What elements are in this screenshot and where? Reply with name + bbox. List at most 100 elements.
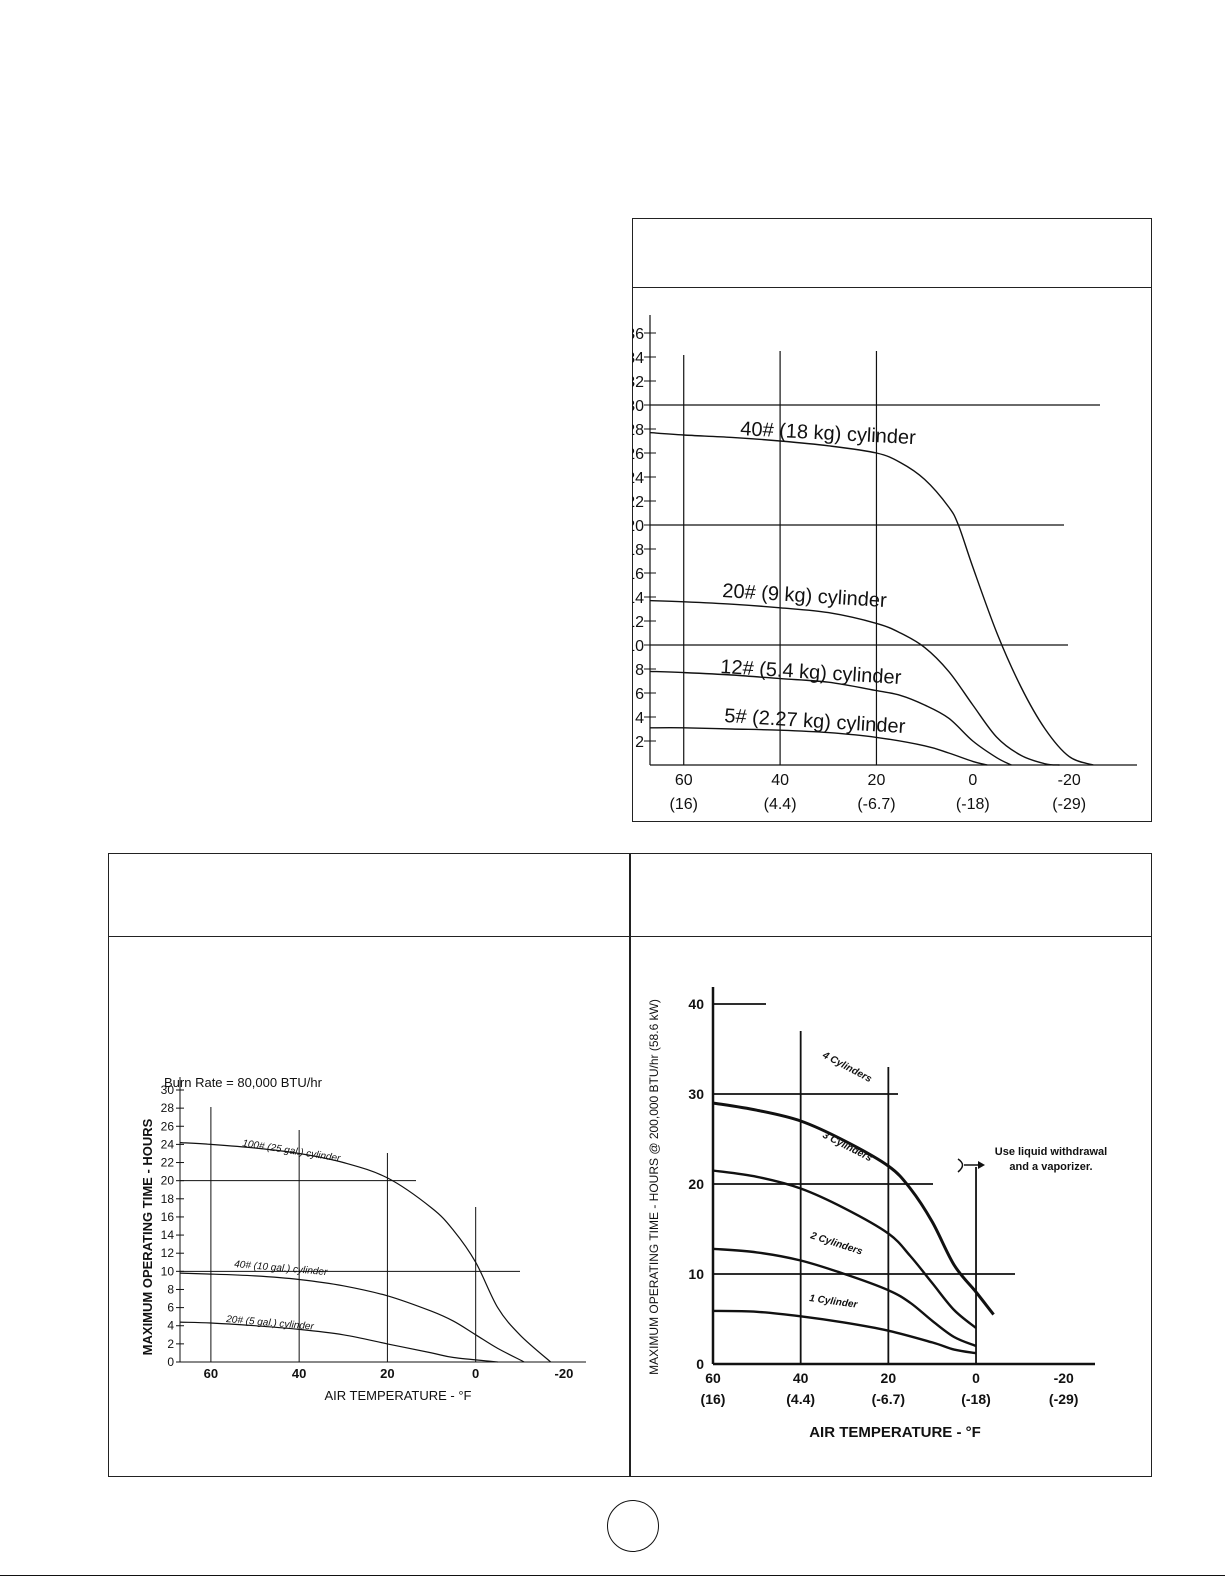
chart1-y-tick-label-4: 4	[635, 710, 644, 727]
chart-panel-3	[630, 853, 1152, 1477]
chart3-y-axis-label: MAXIMUM OPERATING TIME - HOURS @ 200,000…	[647, 999, 661, 1375]
chart2-series-100-25-gal-cylinder-line	[179, 1142, 552, 1363]
chart-panel-3-header	[631, 854, 1151, 937]
chart1-y-tick-label-8: 8	[635, 662, 644, 679]
chart3-annotation-line-0: Use liquid withdrawal	[995, 1146, 1107, 1158]
chart1-series-label-20-9-kg-cylinder: 20# (9 kg) cylinder	[722, 580, 888, 612]
chart3-x-axis-label: AIR TEMPERATURE - °F	[809, 1424, 981, 1441]
chart1-y-tick-label-12: 12	[632, 614, 644, 631]
chart2-y-tick-label-16: 16	[161, 1210, 175, 1224]
chart1-x-tick-sublabel-60: (16)	[670, 796, 698, 813]
chart2-series-20-5-gal-cylinder-line	[179, 1321, 498, 1363]
chart2-y-tick-label-10: 10	[161, 1264, 175, 1278]
chart2-series-label-100-25-gal-cylinder: 100# (25 gal.) cylinder	[242, 1138, 342, 1164]
chart3-y-tick-label-40: 40	[688, 996, 704, 1012]
chart1-y-tick-label-18: 18	[632, 542, 644, 559]
chart1-y-tick-label-32: 32	[632, 374, 644, 391]
chart1-y-tick-label-16: 16	[632, 566, 644, 583]
chart2-y-tick-label-20: 20	[161, 1174, 175, 1188]
chart1-y-tick-label-2: 2	[635, 734, 644, 751]
chart2-title: Burn Rate = 80,000 BTU/hr	[164, 1075, 323, 1090]
chart2-x-axis-label: AIR TEMPERATURE - °F	[324, 1388, 471, 1403]
chart-3: 0 10 20 30 40 60 (16) 40 (4.4) 20 (-6.7) 0 (-18) -20 (…	[647, 987, 1107, 1441]
chart1-y-tick-label-10: 10	[632, 638, 644, 655]
chart1-series-label-5-2-27-kg-cylinder: 5# (2.27 kg) cylinder	[724, 705, 907, 738]
chart2-y-axis-label: MAXIMUM OPERATING TIME - HOURS	[140, 1118, 155, 1355]
chart2-x-tick-label-40: 40	[292, 1366, 306, 1381]
chart3-series-4-cylinders-line	[712, 1101, 995, 1316]
chart3-x-tick-sublabel-20: (-29)	[1049, 1391, 1079, 1407]
chart1-y-tick-label-24: 24	[632, 470, 644, 487]
chart2-x-tick-label-20: 20	[380, 1366, 394, 1381]
chart1-x-tick-sublabel-20: (-6.7)	[857, 796, 895, 813]
chart3-annotation-line-1: and a vaporizer.	[1009, 1161, 1092, 1173]
chart2-y-tick-label-14: 14	[161, 1228, 175, 1242]
chart1-y-tick-label-20: 20	[632, 518, 644, 535]
chart1-series-40-18-kg-cylinder-line	[649, 431, 1094, 766]
chart2-y-tick-label-28: 28	[161, 1101, 175, 1115]
chart1-x-tick-label-20: -20	[1058, 772, 1081, 789]
chart1-series-20-9-kg-cylinder-line	[649, 599, 1060, 766]
chart2-y-tick-label-4: 4	[167, 1319, 174, 1333]
chart3-x-tick-sublabel-60: (16)	[701, 1391, 726, 1407]
chart2-y-tick-label-18: 18	[161, 1192, 175, 1206]
chart3-y-tick-label-0: 0	[696, 1356, 704, 1372]
chart-panel-2-header	[109, 854, 629, 937]
chart2-series-label-20-5-gal-cylinder: 20# (5 gal.) cylinder	[225, 1314, 315, 1333]
chart1-series-12-5-4-kg-cylinder-line	[649, 670, 1012, 766]
chart2-y-tick-label-26: 26	[161, 1119, 175, 1133]
chart1-series-5-2-27-kg-cylinder-line	[649, 727, 988, 766]
chart-panel-2	[108, 853, 630, 1477]
chart3-series-label-3-cylinders: 3 Cylinders	[821, 1130, 874, 1164]
chart2-y-tick-label-8: 8	[167, 1282, 174, 1296]
chart1-series-label-40-18-kg-cylinder: 40# (18 kg) cylinder	[740, 418, 917, 449]
chart3-y-tick-label-10: 10	[688, 1266, 704, 1282]
chart2-x-tick-label-20: -20	[555, 1366, 574, 1381]
chart1-x-tick-label-0: 0	[968, 772, 977, 789]
chart3-series-1-cylinder-line	[712, 1309, 977, 1355]
chart2-y-tick-label-30: 30	[161, 1083, 175, 1097]
chart2-y-tick-label-6: 6	[167, 1301, 174, 1315]
chart1-y-tick-label-26: 26	[632, 446, 644, 463]
chart1-x-tick-label-60: 60	[675, 772, 693, 789]
chart1-y-tick-label-22: 22	[632, 494, 644, 511]
chart3-annotation-arrowhead	[978, 1161, 985, 1169]
page-number-circle	[607, 1500, 659, 1552]
chart3-series-3-cylinders-line	[712, 1169, 977, 1329]
chart3-y-tick-label-20: 20	[688, 1176, 704, 1192]
chart1-y-tick-label-30: 30	[632, 398, 644, 415]
chart2-y-tick-label-24: 24	[161, 1137, 175, 1151]
chart3-annotation-squiggle	[957, 1158, 964, 1173]
chart3-x-tick-label-60: 60	[705, 1370, 721, 1386]
chart2-series-40-10-gal-cylinder-line	[179, 1272, 525, 1363]
chart1-series-label-12-5-4-kg-cylinder: 12# (5.4 kg) cylinder	[720, 656, 903, 689]
footer-rule	[0, 1575, 1225, 1576]
chart2-x-tick-label-0: 0	[472, 1366, 479, 1381]
chart-1: 2468101214161820222426283032343660(16)40…	[632, 315, 1137, 813]
chart1-y-tick-label-36: 36	[632, 326, 644, 343]
chart3-x-tick-sublabel-40: (4.4)	[786, 1391, 815, 1407]
chart2-y-tick-label-0: 0	[167, 1355, 174, 1369]
chart1-x-tick-label-20: 20	[868, 772, 886, 789]
chart3-x-tick-label-0: 0	[972, 1370, 980, 1386]
chart1-x-tick-sublabel-40: (4.4)	[764, 796, 797, 813]
chart3-series-label-2-cylinders: 2 Cylinders	[808, 1230, 864, 1258]
chart-panel-1-header	[633, 219, 1151, 288]
chart3-series-2-cylinders-line	[712, 1247, 977, 1348]
chart3-y-tick-label-30: 30	[688, 1086, 704, 1102]
chart-panel-1	[632, 218, 1152, 822]
chart1-y-tick-label-28: 28	[632, 422, 644, 439]
chart3-series-label-4-cylinders: 4 Cylinders	[820, 1049, 874, 1085]
chart1-y-tick-label-6: 6	[635, 686, 644, 703]
chart1-x-tick-label-40: 40	[771, 772, 789, 789]
chart3-x-tick-label-40: 40	[793, 1370, 809, 1386]
chart3-x-tick-label-20: -20	[1054, 1370, 1074, 1386]
chart3-series-label-1-cylinder: 1 Cylinder	[809, 1293, 860, 1311]
chart1-y-tick-label-34: 34	[632, 350, 644, 367]
chart1-x-tick-sublabel-0: (-18)	[956, 796, 990, 813]
chart2-x-tick-label-60: 60	[204, 1366, 218, 1381]
chart1-y-tick-label-14: 14	[632, 590, 644, 607]
chart3-x-tick-sublabel-20: (-6.7)	[872, 1391, 905, 1407]
chart2-y-tick-label-22: 22	[161, 1156, 175, 1170]
